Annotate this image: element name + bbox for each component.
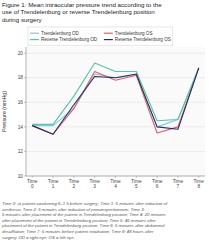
y-axis-label: Pressure (mmHg) <box>1 91 7 132</box>
title: Figure 1: Mean intraocular pressure tren… <box>2 1 162 23</box>
series-line <box>32 63 199 124</box>
legend-swatch <box>104 33 113 34</box>
x-tick <box>136 176 137 178</box>
x-tick-label: Time0 <box>27 179 38 189</box>
chart: Figure 1: Mean intraocular pressure tren… <box>0 0 209 241</box>
legend-frame <box>28 27 173 46</box>
x-tick-label: Time6 <box>152 179 163 189</box>
legend-swatch <box>30 33 39 34</box>
x-tick <box>32 176 33 178</box>
y-tick-label: 20 <box>18 51 24 56</box>
caption: Time 0: at patient awakening 6–1 h befor… <box>1 201 168 240</box>
legend-label: Reverse Trendelenburg OD <box>41 37 98 42</box>
y-axis <box>26 47 27 176</box>
y-tick-label: 12 <box>18 149 24 154</box>
legend-swatch <box>30 39 39 40</box>
series-group <box>32 63 199 134</box>
legend-label: Trendelenburg OS <box>115 31 153 36</box>
grid-line <box>26 102 205 103</box>
grid-line <box>26 151 205 152</box>
series-line <box>32 68 199 134</box>
legend-label: Trendelenburg OD <box>41 31 80 36</box>
series-line <box>32 68 199 134</box>
x-tick <box>53 176 54 178</box>
legend: Trendelenburg ODTrendelenburg OSReverse … <box>28 27 173 46</box>
x-tick <box>157 176 158 178</box>
x-tick <box>198 176 199 178</box>
grid-line <box>26 53 205 54</box>
y-tick-label: 10 <box>18 174 24 179</box>
y-tick-label: 14 <box>18 125 24 130</box>
x-tick <box>94 176 95 178</box>
x-tick-label: Time7 <box>173 179 184 189</box>
x-tick-label: Time1 <box>48 179 59 189</box>
x-tick <box>177 176 178 178</box>
plot-area <box>26 47 205 176</box>
y-tick-label: 16 <box>18 100 24 105</box>
x-tick <box>73 176 74 178</box>
x-tick-label: Time5 <box>131 179 142 189</box>
x-tick-label: Time3 <box>89 179 100 189</box>
legend-label: Reverse Trendelenburg OS <box>115 37 171 42</box>
x-tick-label: Time8 <box>194 179 205 189</box>
x-tick-label: Time4 <box>110 179 121 189</box>
legend-swatch <box>104 39 113 40</box>
x-tick <box>115 176 116 178</box>
x-tick-label: Time2 <box>69 179 80 189</box>
y-tick-label: 18 <box>18 75 24 80</box>
